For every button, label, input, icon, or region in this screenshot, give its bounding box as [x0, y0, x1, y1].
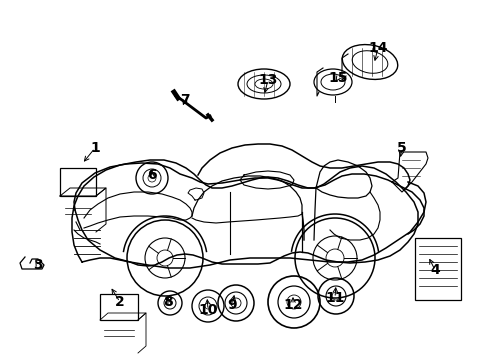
Text: 5: 5 [396, 141, 406, 155]
Text: 1: 1 [90, 141, 100, 155]
Text: 12: 12 [283, 298, 302, 312]
Text: 9: 9 [227, 298, 236, 312]
Text: 3: 3 [33, 258, 43, 272]
Text: 14: 14 [367, 41, 387, 55]
Text: 8: 8 [163, 295, 173, 309]
Text: 6: 6 [147, 168, 157, 182]
Text: 7: 7 [180, 93, 189, 107]
Text: 10: 10 [198, 303, 217, 317]
Text: 2: 2 [115, 295, 124, 309]
Text: 4: 4 [429, 263, 439, 277]
Text: 13: 13 [258, 73, 277, 87]
Text: 15: 15 [327, 71, 347, 85]
Text: 11: 11 [325, 291, 344, 305]
